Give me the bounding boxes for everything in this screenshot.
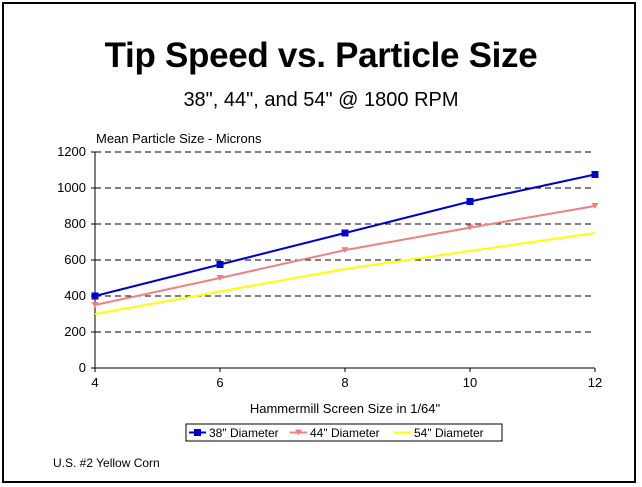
x-tick-labels: 4 6 8 10 12 [91, 375, 602, 390]
axes [91, 151, 596, 372]
slide-title: Tip Speed vs. Particle Size [104, 36, 538, 75]
x-tick-label: 12 [588, 375, 602, 390]
x-tick-label: 8 [341, 375, 348, 390]
y-tick-label: 1200 [57, 144, 86, 159]
data-point [591, 171, 599, 178]
footnote: U.S. #2 Yellow Corn [53, 456, 160, 470]
series [91, 171, 599, 300]
data-point [216, 261, 224, 268]
y-tick-label: 1000 [57, 180, 86, 195]
legend-label: 54" Diameter [414, 426, 484, 440]
data-point [295, 429, 302, 436]
data-point [341, 229, 349, 237]
data-point [341, 247, 349, 254]
series-group [91, 171, 599, 315]
data-point [466, 198, 474, 205]
slide-frame [2, 2, 636, 483]
x-tick-label: 6 [216, 375, 223, 390]
data-point [591, 203, 599, 209]
legend-box [185, 423, 503, 442]
y-tick-label: 200 [64, 324, 86, 339]
data-point [91, 292, 99, 300]
data-point [466, 224, 474, 231]
data-point [91, 302, 99, 308]
series-line [94, 232, 596, 315]
x-axis-label: Hammermill Screen Size in 1/64" [250, 401, 441, 416]
x-tick-label: 4 [91, 375, 98, 390]
legend-label: 38" Diameter [209, 426, 279, 440]
legend-item: 44" Diameter [290, 426, 380, 440]
y-tick-label: 800 [64, 216, 86, 231]
x-tick-label: 10 [463, 375, 477, 390]
y-tick-label: 400 [64, 288, 86, 303]
y-tick-label: 600 [64, 252, 86, 267]
series [94, 232, 596, 315]
legend-label: 44" Diameter [310, 426, 380, 440]
slide-subtitle: 38", 44", and 54" @ 1800 RPM [183, 89, 459, 111]
series-line [94, 205, 596, 306]
series [91, 203, 599, 308]
y-tick-labels: 0 200 400 600 800 1000 1200 [57, 144, 86, 375]
grid-lines [95, 151, 595, 333]
legend: 38" Diameter 44" Diameter 54" Diameter [185, 423, 503, 442]
data-point [194, 429, 201, 436]
legend-item: 54" Diameter [394, 426, 484, 440]
data-point [216, 275, 224, 281]
y-axis-label: Mean Particle Size - Microns [96, 131, 262, 146]
y-tick-label: 0 [79, 360, 86, 375]
legend-item: 38" Diameter [189, 426, 279, 440]
